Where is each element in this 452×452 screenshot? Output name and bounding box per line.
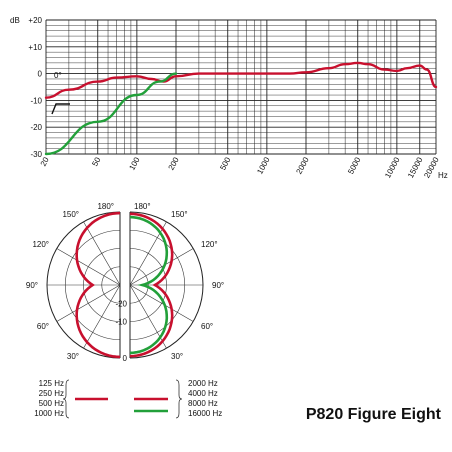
polar-spoke — [129, 284, 167, 349]
legend: 125 Hz 250 Hz 500 Hz 1000 Hz 2000 Hz 400… — [34, 379, 222, 419]
legend-entry: 2000 Hz — [188, 379, 218, 388]
x-tick-label: 500 — [218, 155, 232, 171]
series-line-red — [44, 61, 438, 99]
legend-entry: 16000 Hz — [188, 409, 222, 418]
polar-radial-label: 0 — [123, 354, 128, 363]
y-tick-label: -10 — [30, 96, 42, 105]
polar-angle-label: 120° — [32, 240, 49, 249]
legend-entry: 250 Hz — [39, 389, 64, 398]
polar-spoke — [83, 221, 121, 286]
polar-angle-label: 90° — [26, 281, 38, 290]
x-tick-label: 10000 — [383, 155, 402, 179]
y-tick-label: -20 — [30, 123, 42, 132]
y-tick-label: +20 — [28, 16, 42, 25]
x-tick-label: 1000 — [255, 155, 272, 175]
polar-angle-label: 60° — [37, 322, 49, 331]
polar-radial-label: -10 — [115, 318, 127, 327]
legend-entry: 500 Hz — [39, 399, 64, 408]
polar-angle-label: 180° — [97, 202, 114, 211]
polar-angle-label: 150° — [62, 210, 79, 219]
polar-pattern-green — [129, 215, 169, 355]
x-tick-label: 2000 — [294, 155, 311, 175]
x-axis-label: Hz — [438, 171, 448, 180]
low-cut-filter-symbol — [51, 103, 70, 115]
y-tick-label: +10 — [28, 43, 42, 52]
polar-angle-label: 180° — [134, 202, 151, 211]
polar-angle-label: 30° — [171, 352, 183, 361]
x-tick-label: 100 — [127, 155, 141, 171]
legend-entry: 125 Hz — [39, 379, 64, 388]
polar-radial-label: -20 — [115, 299, 127, 308]
polar-spoke — [83, 284, 121, 349]
legend-entry: 1000 Hz — [34, 409, 64, 418]
polar-pattern-chart: 180° 180° 150° 120° 90° 60° 30° 150° 120° 90° 60° 3… — [26, 202, 224, 363]
polar-pattern-red-high — [129, 212, 174, 358]
polar-pattern-red-low — [75, 211, 121, 359]
y-axis-label: dB — [10, 16, 20, 25]
polar-spoke — [129, 284, 194, 322]
polar-spoke — [56, 284, 121, 322]
chart-title: P820 Figure Eight — [306, 406, 442, 423]
polar-spoke — [56, 248, 121, 286]
x-tick-label: 50 — [90, 155, 102, 168]
y-tick-label: 0 — [38, 70, 43, 79]
x-tick-label: 5000 — [346, 155, 363, 175]
legend-brace-left — [62, 379, 70, 419]
polar-angle-label: 60° — [201, 322, 213, 331]
legend-entry: 8000 Hz — [188, 399, 218, 408]
series-line-green — [44, 72, 178, 156]
polar-angle-label: 90° — [212, 281, 224, 290]
legend-entry: 4000 Hz — [188, 389, 218, 398]
legend-brace-right — [175, 379, 183, 419]
polar-angle-label: 150° — [171, 210, 188, 219]
polar-angle-label: 120° — [201, 240, 218, 249]
polar-spoke — [129, 221, 167, 286]
polar-spoke — [129, 248, 194, 286]
curve-annotation: 0° — [54, 71, 62, 80]
x-tick-label: 200 — [167, 155, 181, 171]
polar-angle-label: 30° — [67, 352, 79, 361]
y-tick-label: -30 — [30, 150, 42, 159]
